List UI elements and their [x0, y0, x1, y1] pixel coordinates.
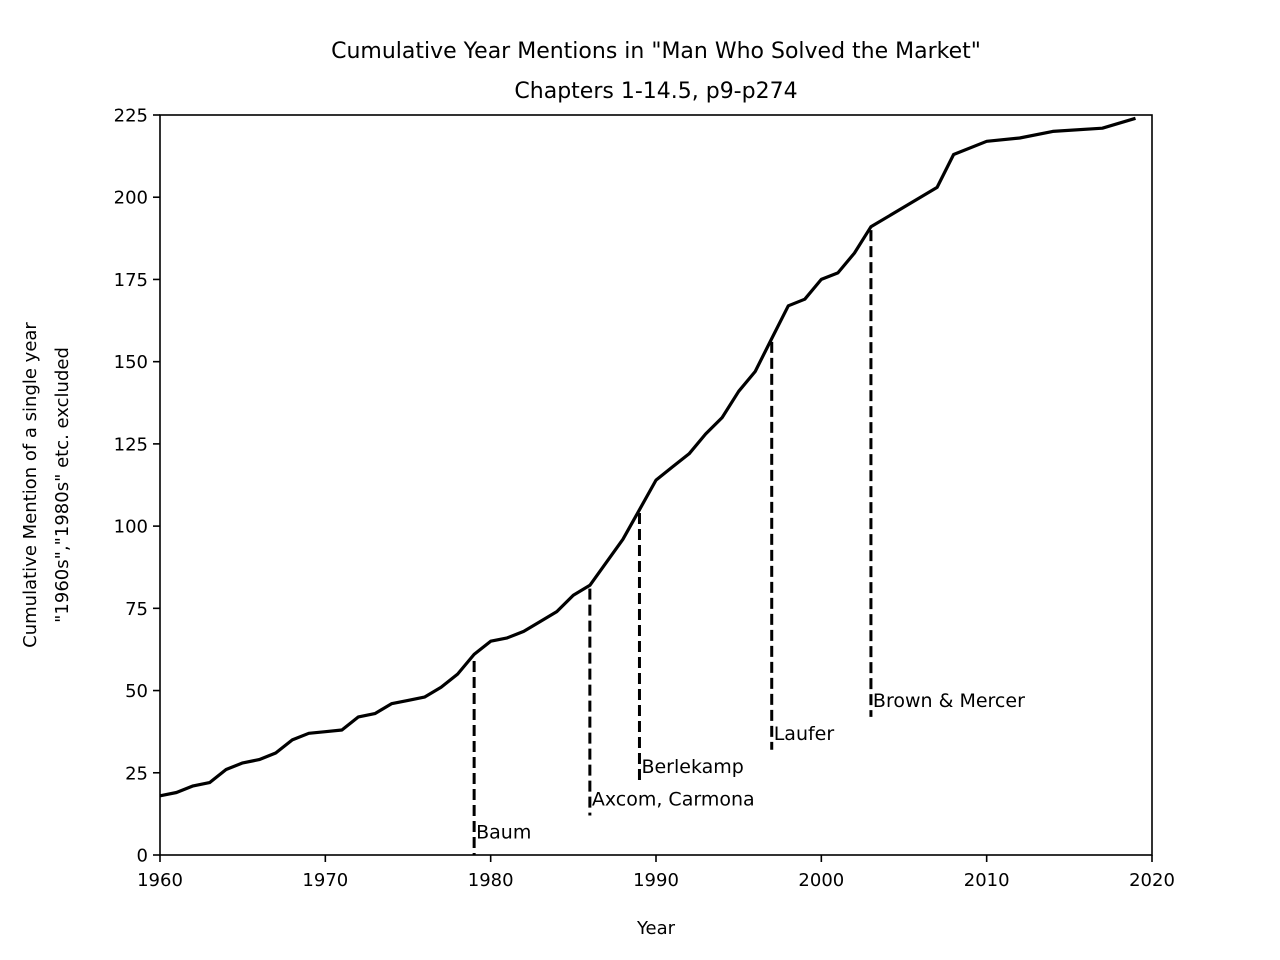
annotation-label: Laufer — [774, 723, 835, 745]
series-line — [159, 116, 1136, 798]
annotation-label: Axcom, Carmona — [592, 789, 755, 811]
x-tick-label: 2000 — [798, 870, 844, 891]
y-axis-label-line-2: "1960s","1980s" etc. excluded — [52, 347, 73, 623]
y-tick-label: 0 — [137, 846, 148, 867]
chart-subtitle: Chapters 1-14.5, p9-p274 — [514, 79, 797, 104]
annotation-label: Baum — [476, 822, 531, 844]
y-tick-label: 25 — [125, 763, 148, 784]
y-tick-label: 75 — [125, 599, 148, 620]
x-tick-label: 1970 — [302, 870, 348, 891]
plot-frame — [159, 114, 1153, 856]
annotation-label: Brown & Mercer — [873, 690, 1025, 712]
x-axis-label: Year — [636, 918, 676, 939]
y-tick-label: 100 — [114, 517, 148, 538]
y-tick-label: 200 — [114, 188, 148, 209]
plot-area — [159, 116, 1136, 798]
y-tick-label: 50 — [125, 681, 148, 702]
x-tick-label: 2010 — [964, 870, 1010, 891]
y-tick-label: 225 — [114, 106, 148, 127]
x-tick-label: 2020 — [1129, 870, 1175, 891]
x-tick-label: 1980 — [468, 870, 514, 891]
chart-title: Cumulative Year Mentions in "Man Who Sol… — [331, 39, 981, 64]
y-axis-label-line-1: Cumulative Mention of a single year — [20, 322, 41, 648]
axes: 1960 1970 1980 1990 2000 2010 2020 0 25 50 75 100 12… — [114, 106, 1175, 892]
annotations: Baum Axcom, Carmona Berlekamp Laufer Brown &… — [472, 230, 1025, 855]
x-tick-label: 1960 — [137, 870, 183, 891]
annotation-label: Berlekamp — [641, 756, 743, 778]
x-tick-label: 1990 — [633, 870, 679, 891]
y-tick-label: 150 — [114, 352, 148, 373]
y-tick-label: 125 — [114, 434, 148, 455]
y-tick-label: 175 — [114, 270, 148, 291]
